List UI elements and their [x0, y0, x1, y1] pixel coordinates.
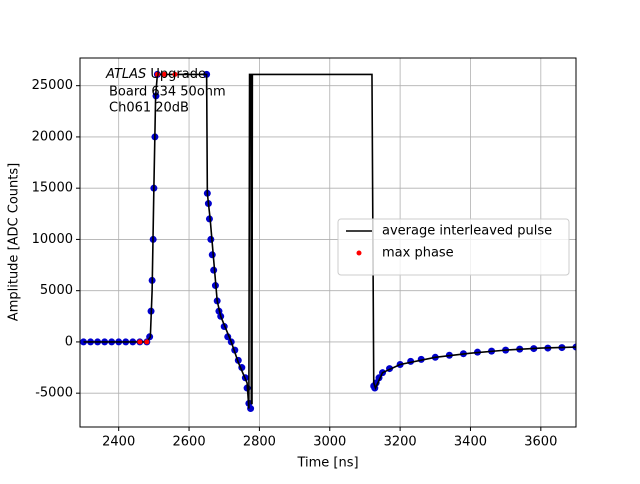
- y-tick-label: 25000: [32, 78, 73, 93]
- y-axis-label: Amplitude [ADC Counts]: [7, 163, 22, 321]
- legend-box: [337, 218, 570, 276]
- x-tick-label: 2600: [173, 435, 206, 450]
- point: [137, 339, 143, 345]
- plot: [80, 70, 576, 413]
- line: [83, 73, 576, 409]
- x-tick-label: 3000: [313, 435, 346, 450]
- annotation: ATLAS Upgrade: [105, 67, 206, 82]
- legend-label: average interleaved pulse: [382, 224, 552, 239]
- x-tick-label: 3600: [524, 435, 557, 450]
- x-tick-label: 2400: [102, 435, 135, 450]
- y-tick-label: 0: [65, 334, 73, 349]
- point: [154, 71, 160, 77]
- x-tick-label: 3400: [454, 435, 487, 450]
- x-tick-label: 2800: [243, 435, 276, 450]
- x-tick-label: 3200: [384, 435, 417, 450]
- y-tick-label: 10000: [32, 232, 73, 247]
- y-tick-label: 5000: [40, 283, 73, 298]
- legend-label: max phase: [382, 246, 454, 261]
- legend-swatch: [356, 250, 362, 256]
- y-tick-label: -5000: [35, 386, 73, 401]
- y-tick-label: 20000: [32, 129, 73, 144]
- x-axis-label: Time [ns]: [296, 456, 358, 471]
- axes-frame: [79, 57, 577, 428]
- annotation-text: Upgrade: [146, 67, 206, 82]
- point: [172, 71, 178, 77]
- y-tick-label: 15000: [32, 181, 73, 196]
- point: [144, 339, 150, 345]
- point: [207, 235, 215, 243]
- annotation-line: Ch061 20dB: [109, 101, 189, 116]
- annotation-italic: ATLAS: [105, 67, 146, 82]
- annotation-line: Board 634 50ohm: [109, 85, 226, 100]
- point: [161, 71, 167, 77]
